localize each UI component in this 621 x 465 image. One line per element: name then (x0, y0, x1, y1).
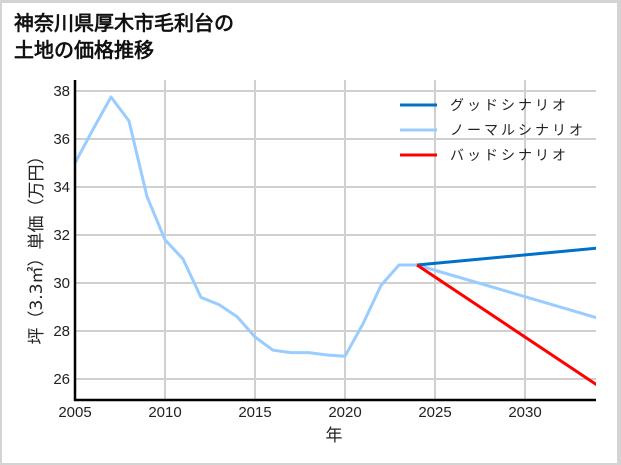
y-axis-ticks: 26 28 30 32 34 36 38 (53, 83, 70, 388)
series-lines (75, 95, 596, 387)
axes (73, 80, 596, 402)
legend-item: グッドシナリオ (400, 98, 569, 114)
series-line (416, 263, 596, 387)
x-tick-label: 2015 (238, 404, 271, 421)
series-line (416, 246, 596, 267)
y-tick-label: 38 (53, 83, 70, 100)
legend-item: ノーマルシナリオ (400, 123, 586, 139)
legend-label: バッドシナリオ (450, 148, 569, 164)
x-tick-label: 2010 (148, 404, 181, 421)
y-tick-label: 28 (53, 323, 70, 340)
y-tick-label: 30 (53, 275, 70, 292)
x-axis-ticks: 2005 2010 2015 2020 2025 2030 (58, 404, 541, 421)
x-tick-label: 2020 (328, 404, 361, 421)
series-line (75, 95, 596, 358)
y-tick-label: 36 (53, 131, 70, 148)
y-axis-label: 坪（3.3㎡）単価（万円） (27, 147, 47, 344)
x-tick-label: 2025 (418, 404, 451, 421)
x-tick-label: 2030 (508, 404, 541, 421)
chart-title: 神奈川県厚木市毛利台の 土地の価格推移 (14, 11, 234, 62)
x-tick-label: 2005 (58, 404, 91, 421)
y-tick-label: 32 (53, 227, 70, 244)
grid-lines (75, 80, 596, 400)
x-axis-label: 年 (326, 426, 343, 446)
y-tick-label: 34 (53, 179, 70, 196)
legend-label: ノーマルシナリオ (450, 123, 586, 139)
legend-label: グッドシナリオ (450, 98, 569, 114)
legend-item: バッドシナリオ (400, 148, 569, 164)
y-tick-label: 26 (53, 371, 70, 388)
